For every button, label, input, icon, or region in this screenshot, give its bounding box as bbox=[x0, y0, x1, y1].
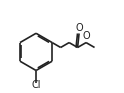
Text: O: O bbox=[82, 31, 90, 41]
Text: O: O bbox=[75, 23, 83, 33]
Text: Cl: Cl bbox=[31, 80, 41, 90]
